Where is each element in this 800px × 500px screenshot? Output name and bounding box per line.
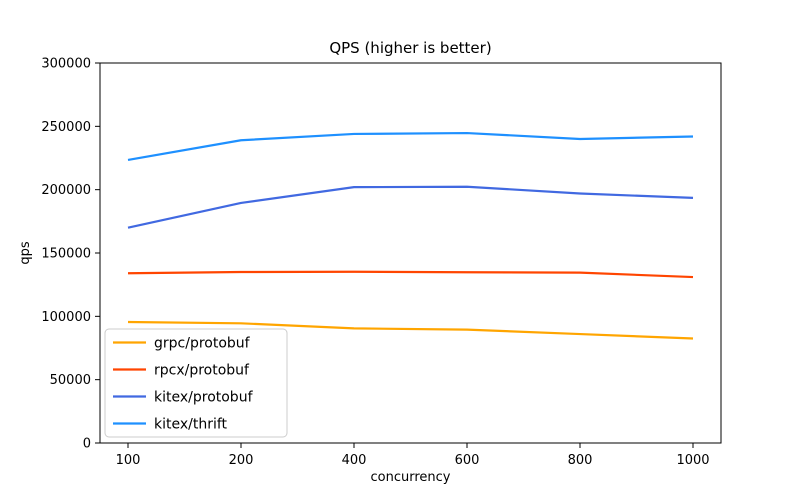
legend-label: kitex/thrift: [154, 417, 228, 433]
y-tick-label: 100000: [41, 310, 91, 325]
y-tick-label: 200000: [41, 183, 91, 198]
y-axis-label: qps: [18, 241, 33, 265]
line-grpc-protobuf: [127, 320, 694, 340]
x-tick-label: 100: [116, 453, 141, 468]
line-kitex-thrift: [127, 131, 694, 161]
legend-item: rpcx/protobuf: [113, 363, 250, 379]
x-tick-label: 200: [229, 453, 254, 468]
x-tick-label: 400: [342, 453, 367, 468]
x-axis-label: concurrency: [371, 470, 451, 485]
x-tick-label: 800: [568, 453, 593, 468]
legend: grpc/protobuf rpcx/protobuf kitex/protobuf…: [104, 328, 288, 438]
y-tick-label: 0: [83, 437, 91, 452]
line-rpcx-protobuf: [127, 270, 694, 279]
legend-item: grpc/protobuf: [113, 336, 251, 352]
legend-item: kitex/protobuf: [113, 390, 254, 406]
legend-label: grpc/protobuf: [154, 336, 251, 352]
legend-label: kitex/protobuf: [154, 390, 254, 406]
legend-item: kitex/thrift: [113, 417, 228, 433]
legend-label: rpcx/protobuf: [154, 363, 250, 379]
y-tick-label: 250000: [41, 120, 91, 135]
x-tick-label: 1000: [676, 453, 709, 468]
x-tick-label: 600: [455, 453, 480, 468]
y-tick-label: 300000: [41, 57, 91, 72]
y-tick-label: 50000: [50, 373, 91, 388]
line-kitex-protobuf: [127, 185, 694, 229]
legend-box: [104, 328, 288, 438]
y-tick-label: 150000: [41, 247, 91, 262]
chart-title: QPS (higher is better): [329, 39, 491, 57]
